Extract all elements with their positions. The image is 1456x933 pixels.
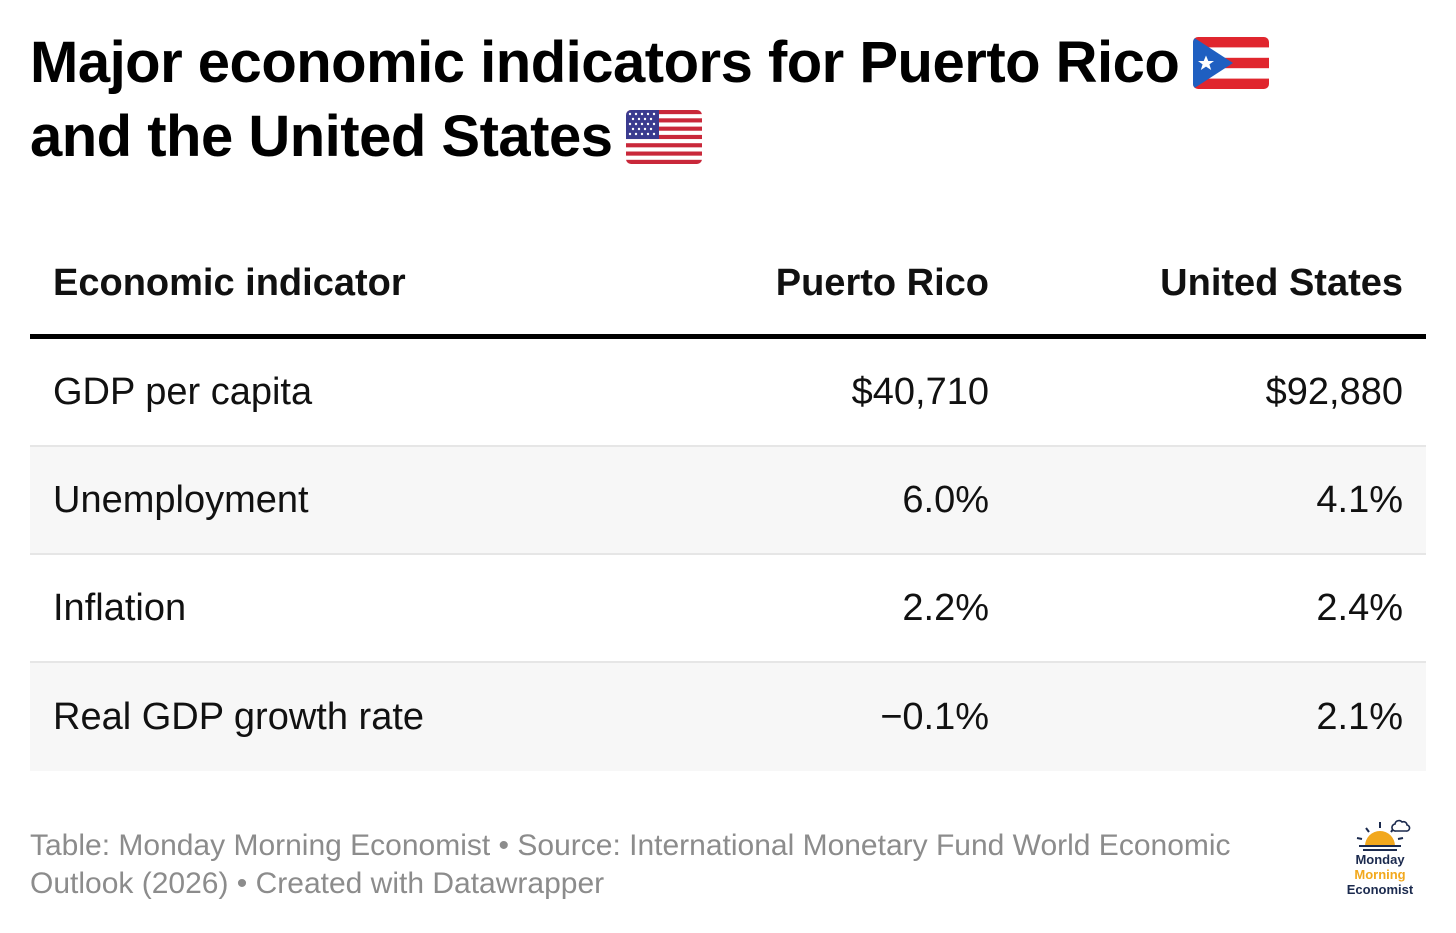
title-line-2: and the United States [30,100,1420,174]
source-note-line-1: Table: Monday Morning Economist • Source… [30,829,1231,862]
indicator-cell: Real GDP growth rate [53,695,425,738]
table-row: Inflation 2.2% 2.4% [30,555,1426,663]
source-note-line-2: Outlook (2026) • Created with Datawrappe… [30,867,605,900]
column-header-indicator: Economic indicator [53,261,406,304]
united-states-value: 4.1% [1316,478,1403,521]
table-row: GDP per capita $40,710 $92,880 [30,339,1426,447]
puerto-rico-flag-icon [1193,36,1270,89]
us-flag-icon [626,109,703,164]
puerto-rico-value: 6.0% [902,478,989,521]
indicator-cell: GDP per capita [53,370,313,413]
table-row: Unemployment 6.0% 4.1% [30,447,1426,555]
title-text-1: Major economic indicators for Puerto Ric… [30,30,1180,95]
puerto-rico-value: $40,710 [851,370,989,413]
chart-title: Major economic indicators for Puerto Ric… [30,26,1420,174]
title-line-1: Major economic indicators for Puerto Ric… [30,26,1420,100]
puerto-rico-value: 2.2% [902,586,989,629]
logo-word-economist: Economist [1346,882,1414,897]
united-states-value: 2.1% [1316,695,1403,738]
logo-word-monday: Monday [1355,852,1405,867]
united-states-value: 2.4% [1316,586,1403,629]
logo-word-morning: Morning [1354,867,1406,882]
indicator-table: Economic indicator Puerto Rico United St… [30,232,1426,771]
brand-logo: Monday Morning Economist [1340,816,1420,908]
column-header-puerto-rico: Puerto Rico [775,261,989,304]
puerto-rico-value: −0.1% [880,695,989,738]
title-text-2: and the United States [30,104,613,169]
indicator-cell: Inflation [53,586,187,629]
table-row: Real GDP growth rate −0.1% 2.1% [30,663,1426,771]
source-note: Table: Monday Morning Economist • Source… [30,827,1330,903]
sun-icon [1340,816,1420,852]
indicator-cell: Unemployment [53,478,309,521]
united-states-value: $92,880 [1265,370,1403,413]
table-header-row: Economic indicator Puerto Rico United St… [30,232,1426,339]
column-header-united-states: United States [1160,261,1403,304]
